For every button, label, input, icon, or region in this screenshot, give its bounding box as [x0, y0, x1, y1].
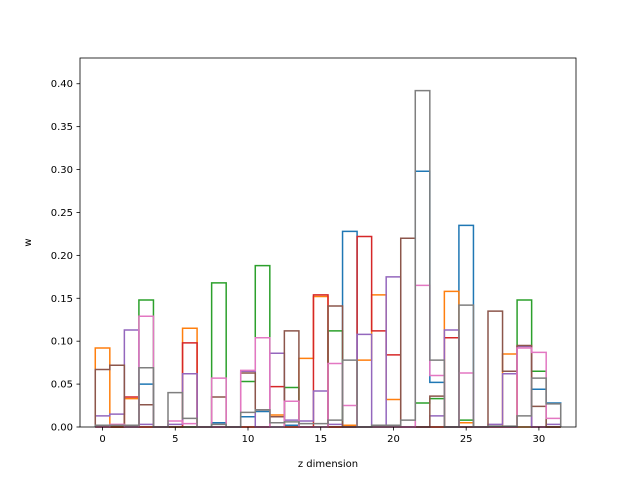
- axes-frame: [79, 57, 577, 428]
- y-tick-label: 0.35: [51, 122, 73, 133]
- x-tick-label: 20: [387, 434, 400, 445]
- y-ticks: 0.00 0.05 0.10 0.15 0.20 0.25 0.30 0.35 0.40: [51, 79, 80, 434]
- y-tick-label: 0.15: [51, 294, 73, 305]
- x-axis-label: z dimension: [298, 459, 358, 470]
- y-axis-label: w: [23, 238, 34, 246]
- y-tick-label: 0.20: [51, 251, 73, 262]
- x-ticks: 0 5 10 15 20 25 30: [99, 427, 545, 445]
- x-tick-label: 30: [533, 434, 546, 445]
- x-tick-label: 10: [242, 434, 255, 445]
- y-tick-label: 0.25: [51, 208, 73, 219]
- y-tick-label: 0.05: [51, 380, 73, 391]
- x-tick-label: 0: [99, 434, 105, 445]
- y-tick-label: 0.40: [51, 79, 73, 90]
- y-tick-label: 0.30: [51, 165, 73, 176]
- x-tick-label: 25: [460, 434, 473, 445]
- x-tick-label: 15: [314, 434, 327, 445]
- y-tick-label: 0.10: [51, 337, 73, 348]
- y-tick-label: 0.00: [51, 423, 73, 434]
- x-tick-label: 5: [172, 434, 178, 445]
